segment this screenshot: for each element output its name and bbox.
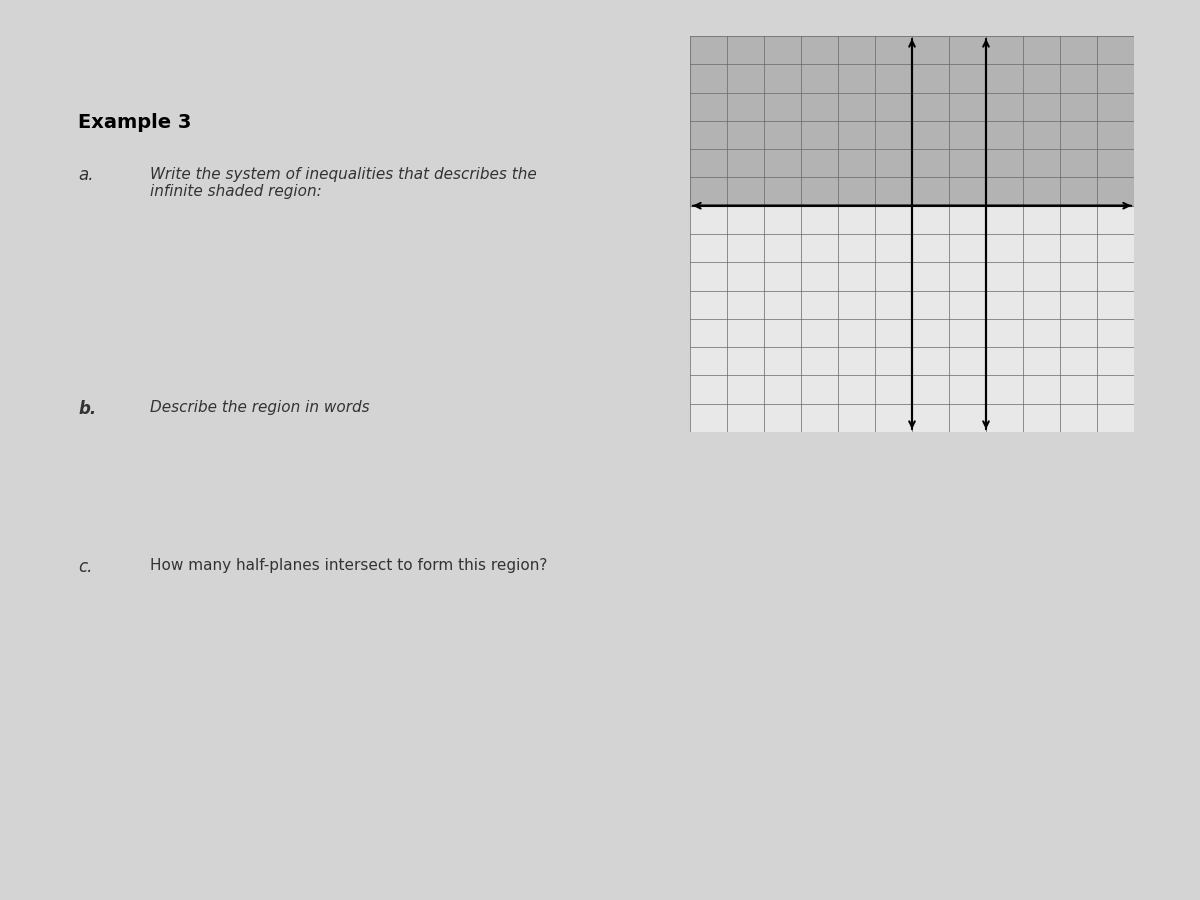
Text: Write the system of inequalities that describes the
infinite shaded region:: Write the system of inequalities that de…	[150, 166, 536, 199]
Text: How many half-planes intersect to form this region?: How many half-planes intersect to form t…	[150, 558, 547, 573]
Text: Describe the region in words: Describe the region in words	[150, 400, 370, 416]
Text: a.: a.	[78, 166, 94, 184]
Bar	[690, 36, 1134, 206]
Text: b.: b.	[78, 400, 96, 418]
Text: Example 3: Example 3	[78, 112, 191, 131]
Text: c.: c.	[78, 558, 92, 576]
